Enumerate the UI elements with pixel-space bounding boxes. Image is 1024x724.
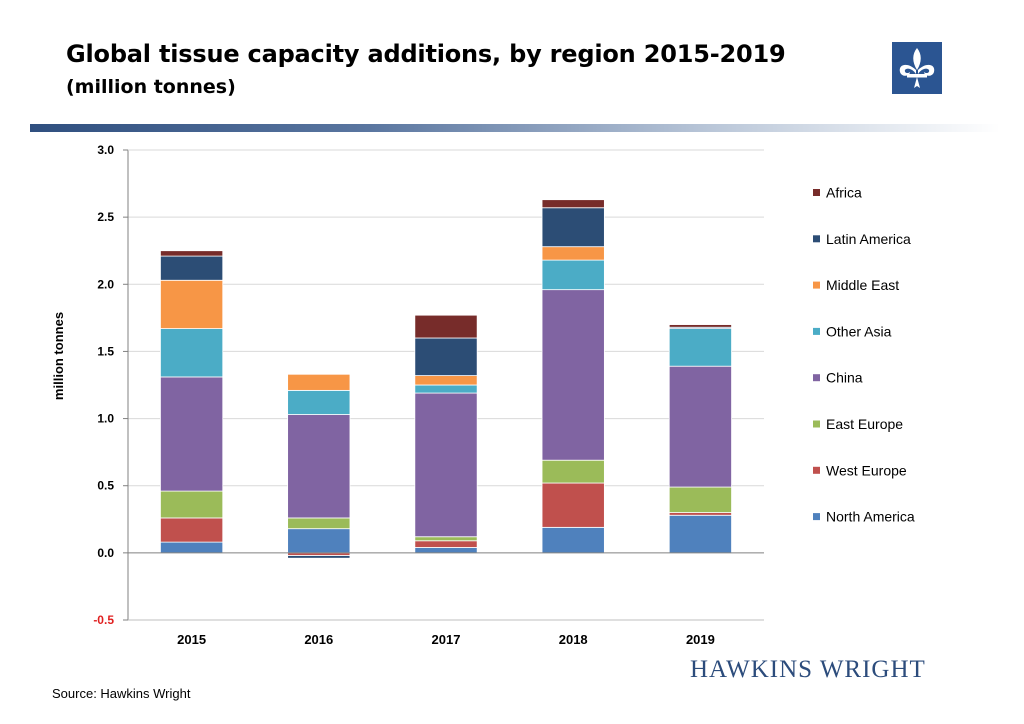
y-tick-label: 1.0: [97, 412, 114, 426]
y-tick-label: 0.5: [97, 479, 114, 493]
bar-segment-east-europe-2017: [414, 536, 478, 542]
legend-swatch-middle-east: [813, 281, 820, 289]
legend-swatch-africa: [813, 189, 820, 196]
bar-segment-east-europe-2018: [541, 459, 605, 484]
bar-segment-middle-east-2015: [160, 279, 224, 329]
chart-legend: Africa Latin America Middle East Other Asia…: [813, 185, 915, 525]
bar-segment-africa-2018: [541, 199, 605, 209]
legend-label: Latin America: [826, 231, 911, 247]
y-axis-label: million tonnes: [51, 312, 66, 400]
bar-segment-other-asia-2018: [541, 259, 605, 291]
y-tick-label: 0.0: [97, 546, 114, 560]
bar-segment-west-europe-2019: [668, 512, 732, 516]
x-tick-label: 2016: [304, 632, 333, 647]
y-tick-label: 2.0: [97, 277, 114, 291]
bar-segment-other-asia-2017: [414, 384, 478, 394]
bar-segment-north-america-2018: [541, 526, 605, 554]
y-tick-labels: 3.0 2.5 2.0 1.5 1.0 0.5 0.0 -0.5: [93, 143, 114, 627]
bar-segment-east-europe-2019: [668, 486, 732, 513]
legend-label: Middle East: [826, 277, 899, 293]
y-tick-label: -0.5: [93, 613, 114, 627]
bar-segment-china-2018: [541, 289, 605, 461]
source-note: Source: Hawkins Wright: [52, 686, 191, 701]
legend-label: Africa: [826, 185, 862, 201]
legend-swatch-other-asia: [813, 327, 820, 335]
bar-segment-latin-america-2017: [414, 337, 478, 376]
bar-segment-china-2019: [668, 365, 732, 488]
x-tick-labels: 2015 2016 2017 2018 2019: [177, 632, 715, 647]
bar-segment-north-america-2016: [287, 528, 351, 554]
legend-swatch-west-europe: [813, 466, 820, 474]
legend-label: North America: [826, 509, 915, 525]
bar-segment-west-europe-2017: [414, 540, 478, 548]
legend-swatch-china: [813, 374, 820, 382]
x-tick-label: 2017: [432, 632, 461, 647]
bar-segment-middle-east-2017: [414, 375, 478, 386]
bar-segment-africa-2019: [668, 324, 732, 328]
chart-axes: [123, 149, 764, 621]
bar-segment-other-asia-2019: [668, 328, 732, 367]
bar-segment-west-europe-2015: [160, 517, 224, 543]
legend-swatch-north-america: [813, 513, 820, 521]
bar-segment-north-america-2015: [160, 541, 224, 554]
legend-label: West Europe: [826, 462, 907, 478]
chart-bars: [160, 199, 732, 559]
bar-segment-latin-america-2015: [160, 255, 224, 281]
bar-segment-china-2015: [160, 376, 224, 492]
brand-wordmark: HAWKINS WRIGHT: [690, 656, 926, 683]
bar-segment-east-europe-2015: [160, 490, 224, 519]
bar-segment-africa-2017: [414, 314, 478, 339]
bar-segment-north-america-2019: [668, 514, 732, 554]
legend-label: East Europe: [826, 416, 903, 432]
bar-segment-china-2016: [287, 414, 351, 519]
x-tick-label: 2018: [559, 632, 588, 647]
chart-title: Global tissue capacity additions, by reg…: [66, 40, 786, 68]
bar-segment-middle-east-2016: [287, 373, 351, 391]
bar-segment-latin-america-2018: [541, 207, 605, 248]
legend-swatch-east-europe: [813, 420, 820, 428]
x-tick-label: 2015: [177, 632, 206, 647]
bar-segment-west-europe-2018: [541, 482, 605, 528]
bar-segment-east-europe-2016: [287, 517, 351, 530]
y-tick-label: 3.0: [97, 143, 114, 157]
legend-swatch-latin-america: [813, 235, 820, 243]
chart-subtitle: (million tonnes): [66, 76, 236, 98]
bar-segment-north-america-2017: [414, 547, 478, 554]
bar-segment-middle-east-2018: [541, 246, 605, 261]
bar-segment-other-asia-2015: [160, 328, 224, 378]
legend-label: China: [826, 370, 863, 386]
y-tick-label: 2.5: [97, 210, 114, 224]
x-tick-label: 2019: [686, 632, 715, 647]
bar-segment-other-asia-2016: [287, 389, 351, 415]
y-tick-label: 1.5: [97, 344, 114, 358]
fleur-de-lis-icon: [892, 42, 942, 94]
header-banner: [30, 124, 1000, 132]
legend-label: Other Asia: [826, 323, 892, 339]
bar-segment-latin-america-2016: [287, 555, 351, 559]
bar-segment-africa-2015: [160, 250, 224, 257]
bar-segment-china-2017: [414, 392, 478, 538]
